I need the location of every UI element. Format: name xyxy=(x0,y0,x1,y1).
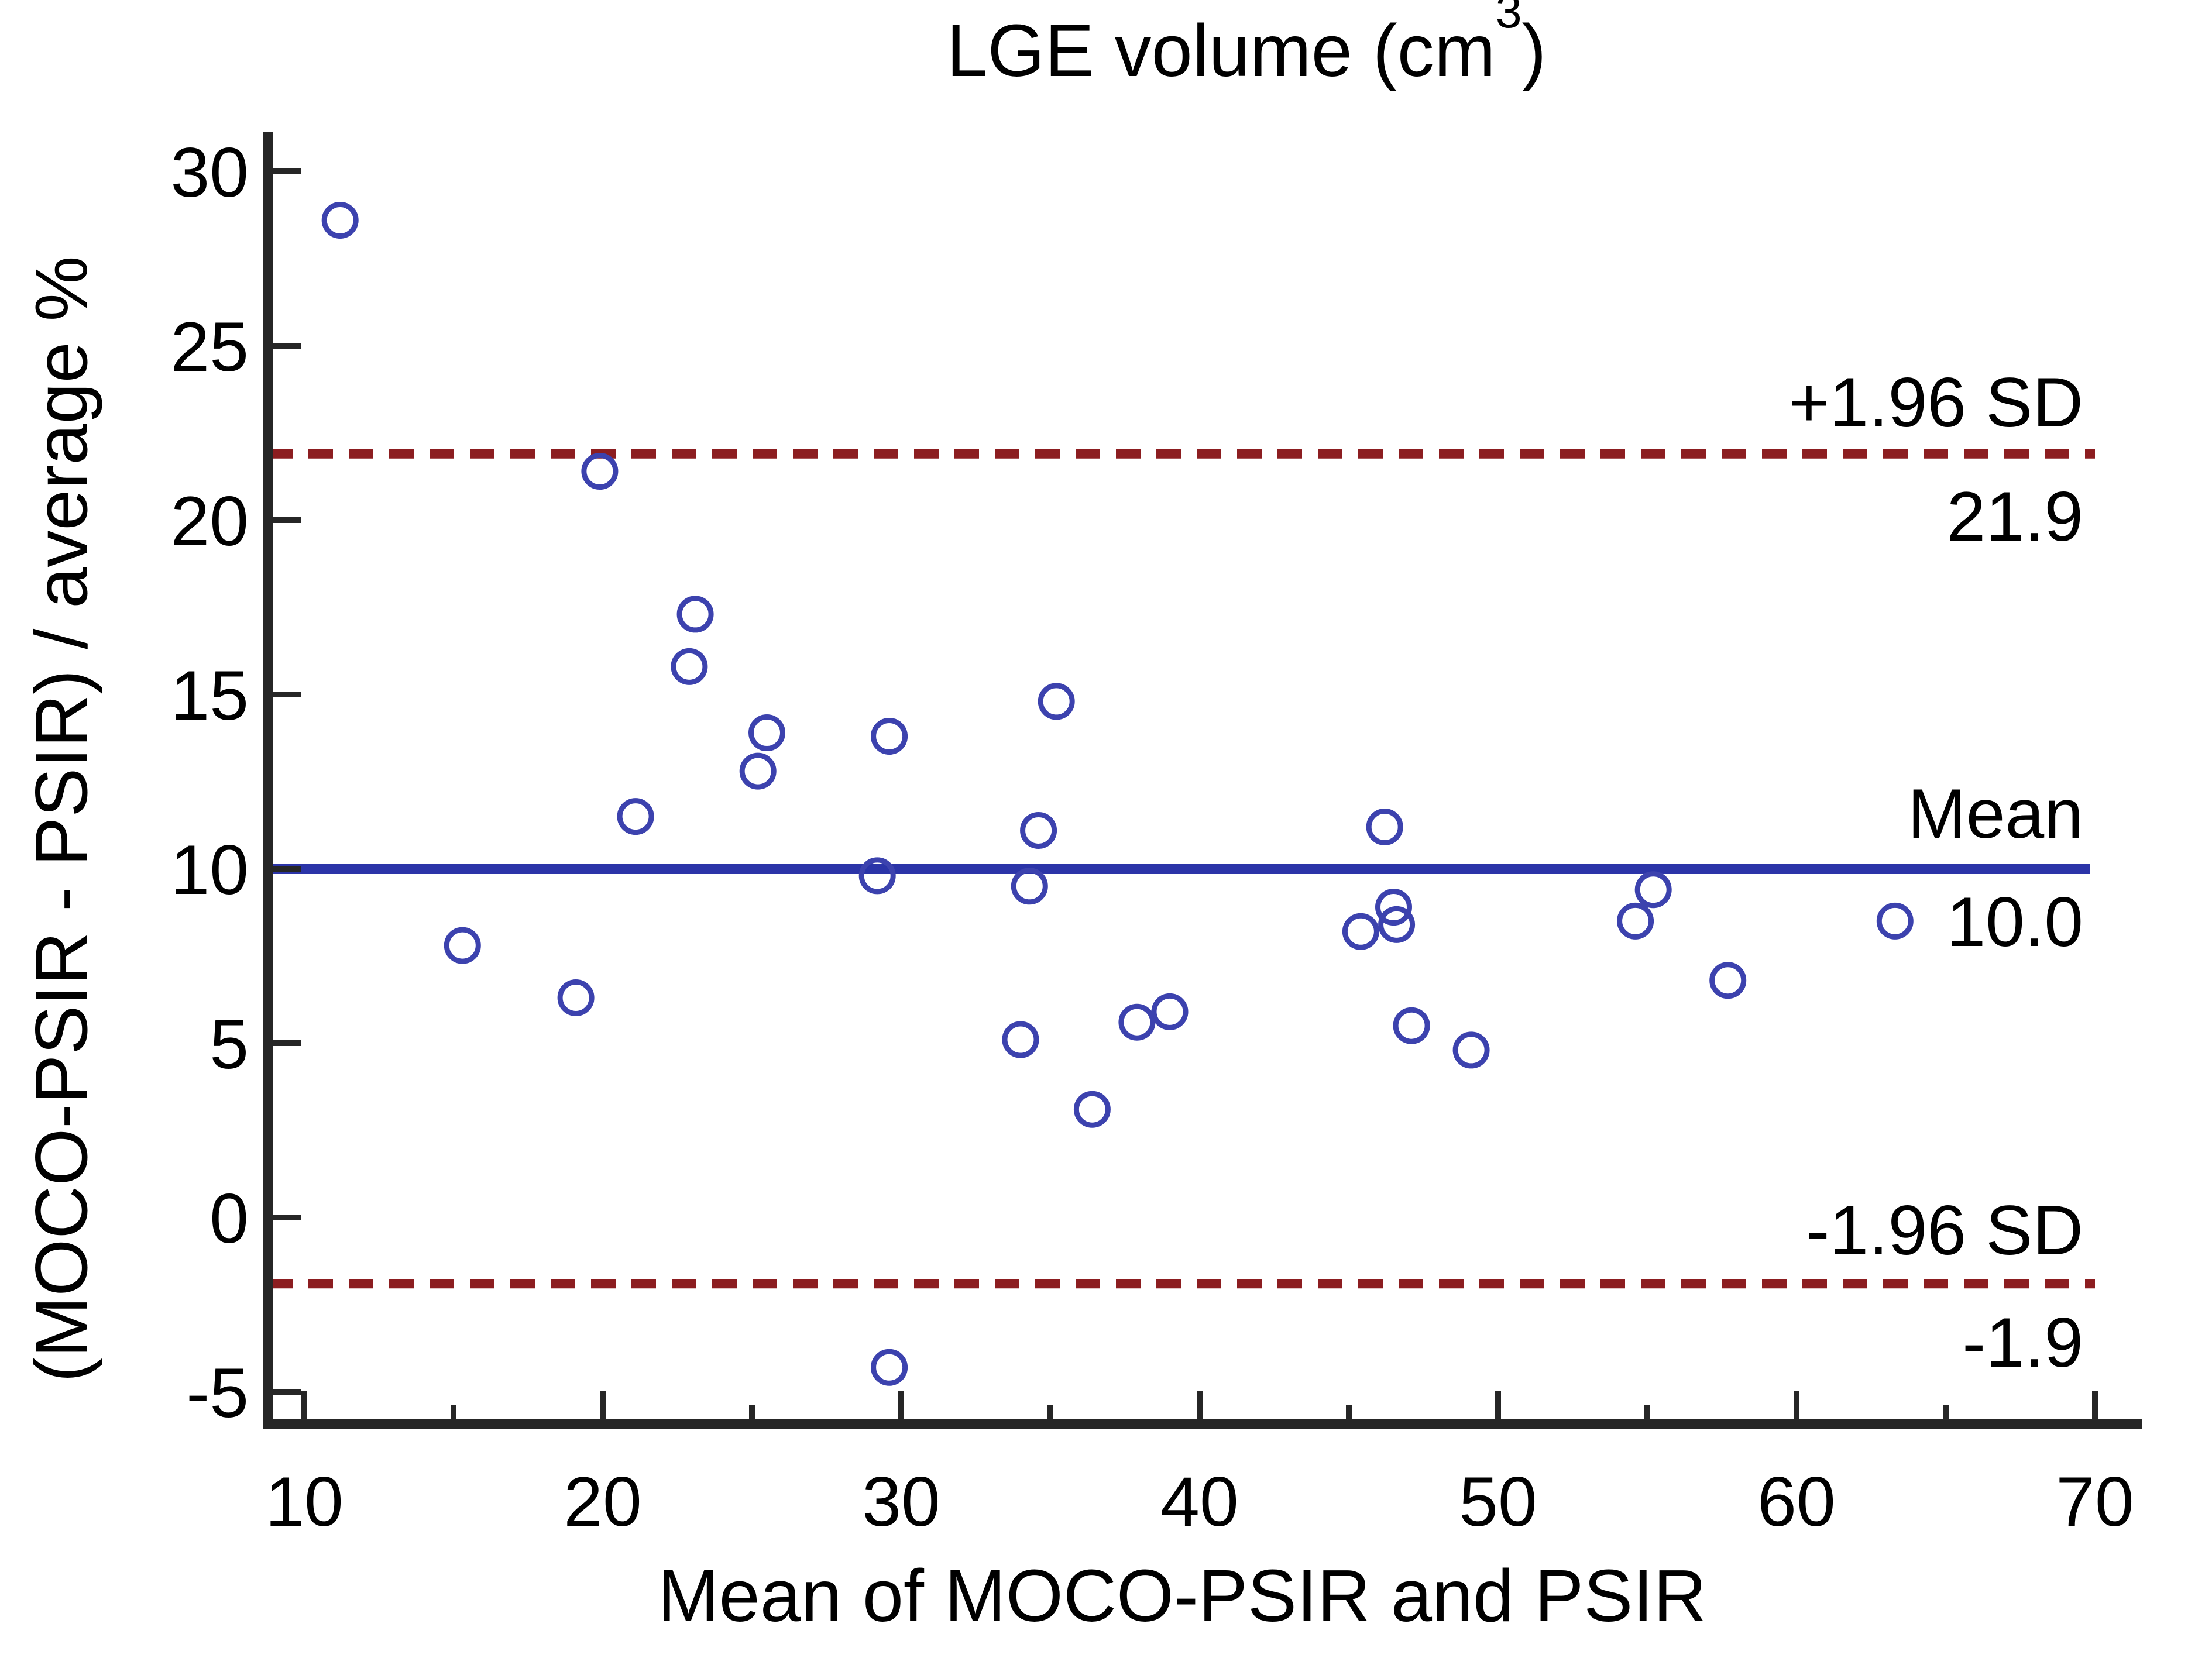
lower-loa-value: -1.9 xyxy=(1962,1303,2083,1382)
data-point-14 xyxy=(1020,811,1057,849)
data-point-10 xyxy=(858,857,896,895)
data-point-2 xyxy=(444,927,481,964)
data-point-21 xyxy=(1375,889,1412,926)
data-point-27 xyxy=(1709,962,1747,999)
x-tick-label-30: 30 xyxy=(862,1463,940,1541)
y-tick-label-10: 10 xyxy=(171,831,249,909)
y-tick-label-5: 5 xyxy=(209,1005,249,1083)
data-point-26 xyxy=(1634,871,1672,909)
data-point-15 xyxy=(1038,683,1075,720)
x-tick-label-40: 40 xyxy=(1160,1463,1238,1541)
x-tick-label-60: 60 xyxy=(1757,1463,1835,1541)
chart-title: LGE volume (cm3) xyxy=(946,0,1547,93)
data-point-0 xyxy=(321,201,359,239)
data-point-20 xyxy=(1366,808,1403,845)
data-point-3 xyxy=(557,979,595,1017)
y-tick-label-20: 20 xyxy=(171,482,249,560)
data-point-7 xyxy=(748,714,785,752)
data-point-5 xyxy=(676,596,714,633)
chart-title-text: LGE volume (cm xyxy=(946,9,1496,92)
data-point-22 xyxy=(1378,906,1416,943)
x-tick-label-20: 20 xyxy=(564,1463,641,1541)
x-tick-label-70: 70 xyxy=(2056,1463,2134,1541)
y-tick-label-30: 30 xyxy=(171,133,249,212)
data-point-12 xyxy=(1002,1021,1039,1058)
data-point-17 xyxy=(1118,1003,1156,1041)
mean-line-label: Mean xyxy=(1907,775,2083,853)
data-point-16 xyxy=(1073,1091,1111,1128)
mean-line-value: 10.0 xyxy=(1946,883,2083,961)
chart-title-suffix: ) xyxy=(1521,9,1547,92)
x-tick-label-10: 10 xyxy=(265,1463,343,1541)
data-point-6 xyxy=(671,648,708,685)
data-point-19 xyxy=(1342,913,1379,950)
data-point-25 xyxy=(1617,902,1654,940)
upper-loa-value: 21.9 xyxy=(1946,477,2083,556)
data-point-9 xyxy=(871,718,908,755)
upper-loa-label: +1.96 SD xyxy=(1788,363,2083,442)
y-tick-label--5: -5 xyxy=(186,1354,249,1432)
data-point-4 xyxy=(617,798,654,835)
y-axis-title: (MOCO-PSIR - PSIR) / average % xyxy=(20,256,103,1382)
data-point-13 xyxy=(1011,868,1048,905)
x-axis-title: Mean of MOCO-PSIR and PSIR xyxy=(657,1554,1707,1637)
lower-loa-label: -1.96 SD xyxy=(1806,1191,2083,1270)
data-point-8 xyxy=(739,752,777,790)
data-point-24 xyxy=(1452,1031,1490,1069)
data-point-18 xyxy=(1151,993,1189,1030)
y-tick-label-25: 25 xyxy=(171,308,249,386)
chart-title-superscript: 3 xyxy=(1495,0,1522,38)
y-tick-label-0: 0 xyxy=(209,1179,249,1258)
x-tick-label-50: 50 xyxy=(1459,1463,1537,1541)
data-point-11 xyxy=(871,1349,908,1386)
y-tick-label-15: 15 xyxy=(171,656,249,735)
data-point-23 xyxy=(1393,1007,1430,1044)
data-point-28 xyxy=(1876,902,1914,940)
data-point-1 xyxy=(581,453,619,490)
